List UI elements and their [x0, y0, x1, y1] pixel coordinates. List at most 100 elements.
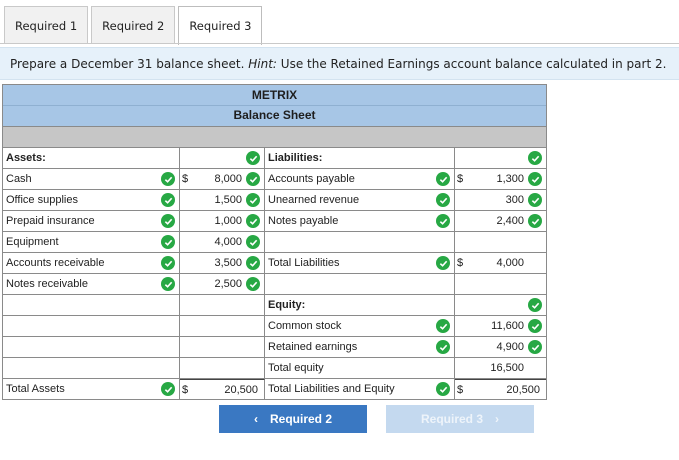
- asset-label[interactable]: Office supplies: [6, 194, 78, 206]
- equity-heading: Equity:: [265, 295, 455, 315]
- dollar-sign: $: [182, 383, 189, 396]
- table-row: Equipment 4,000: [3, 231, 546, 252]
- empty-cell[interactable]: [180, 316, 265, 336]
- check-icon: [246, 172, 260, 186]
- empty-cell[interactable]: [180, 295, 265, 315]
- next-button-label: Required 3: [420, 412, 483, 426]
- check-icon: [161, 172, 175, 186]
- equity-value[interactable]: 4,900: [496, 341, 524, 353]
- empty-cell[interactable]: [265, 274, 455, 294]
- check-icon: [246, 151, 260, 165]
- table-row: Cash $ 8,000 Accounts payable $ 1,300: [3, 168, 546, 189]
- dollar-sign: $: [457, 173, 464, 185]
- check-icon: [161, 277, 175, 291]
- hint-text: Use the Retained Earnings account balanc…: [280, 57, 667, 71]
- equity-label[interactable]: Common stock: [268, 320, 342, 332]
- table-row: Common stock 11,600: [3, 315, 546, 336]
- table-row: Accounts receivable 3,500 Total Liabilit…: [3, 252, 546, 273]
- asset-label[interactable]: Prepaid insurance: [6, 215, 95, 227]
- equity-value[interactable]: 11,600: [491, 320, 524, 332]
- check-icon: [528, 340, 542, 354]
- check-icon: [528, 172, 542, 186]
- check-icon: [528, 193, 542, 207]
- empty-cell[interactable]: [455, 232, 546, 252]
- table-row: Notes receivable 2,500: [3, 273, 546, 294]
- table-row: Equity:: [3, 294, 546, 315]
- instruction-text: Prepare a December 31 balance sheet.: [10, 57, 245, 71]
- table-row: Total Assets $ 20,500 Total Liabilities …: [3, 378, 546, 399]
- check-icon: [161, 256, 175, 270]
- liability-value[interactable]: 300: [505, 194, 524, 206]
- instruction-banner: Prepare a December 31 balance sheet. Hin…: [0, 47, 679, 80]
- empty-cell[interactable]: [455, 274, 546, 294]
- table-row: Assets: Liabilities:: [3, 147, 546, 168]
- asset-label[interactable]: Equipment: [6, 236, 59, 248]
- check-icon: [436, 172, 450, 186]
- check-icon: [436, 256, 450, 270]
- total-assets-value: 20,500: [224, 383, 258, 396]
- empty-cell[interactable]: [180, 337, 265, 357]
- total-liabilities-value[interactable]: 4,000: [496, 257, 524, 269]
- equity-label[interactable]: Retained earnings: [268, 341, 358, 353]
- check-icon: [436, 214, 450, 228]
- header-band: [3, 126, 546, 147]
- asset-value[interactable]: 2,500: [214, 278, 242, 290]
- asset-value[interactable]: 1,500: [214, 194, 242, 206]
- check-icon: [161, 235, 175, 249]
- liability-label[interactable]: Unearned revenue: [268, 194, 360, 206]
- empty-cell[interactable]: [265, 232, 455, 252]
- asset-value[interactable]: 3,500: [214, 257, 242, 269]
- table-row: Retained earnings 4,900: [3, 336, 546, 357]
- total-equity-value[interactable]: 16,500: [490, 362, 524, 374]
- check-icon: [528, 319, 542, 333]
- check-icon: [436, 193, 450, 207]
- balance-sheet-table: METRIX Balance Sheet Assets: Liabilities…: [2, 84, 547, 400]
- table-row: Prepaid insurance 1,000 Notes payable 2,…: [3, 210, 546, 231]
- asset-label[interactable]: Accounts receivable: [6, 257, 105, 269]
- check-icon: [436, 382, 450, 396]
- check-icon: [436, 340, 450, 354]
- dollar-sign: $: [457, 383, 464, 396]
- tab-required-2[interactable]: Required 2: [91, 6, 176, 44]
- liability-value[interactable]: 2,400: [496, 215, 524, 227]
- chevron-left-icon: ‹: [253, 412, 258, 426]
- company-name: METRIX: [3, 85, 546, 106]
- liability-label[interactable]: Notes payable: [268, 215, 339, 227]
- asset-label[interactable]: Notes receivable: [6, 278, 88, 290]
- next-button[interactable]: Required 3 ›: [386, 405, 534, 433]
- assets-heading: Assets:: [3, 148, 180, 168]
- check-icon: [528, 214, 542, 228]
- sheet-title: Balance Sheet: [3, 106, 546, 126]
- asset-value[interactable]: 4,000: [214, 236, 242, 248]
- total-equity-label[interactable]: Total equity: [268, 362, 324, 374]
- tab-bar: Required 1 Required 2 Required 3: [4, 6, 265, 45]
- liability-label[interactable]: Accounts payable: [268, 173, 355, 185]
- check-icon: [161, 382, 175, 396]
- check-icon: [246, 277, 260, 291]
- asset-label[interactable]: Cash: [6, 173, 32, 185]
- total-liabilities-equity-value: 20,500: [506, 383, 540, 396]
- table-row: Total equity 16,500: [3, 357, 546, 378]
- hint-label: Hint:: [248, 57, 277, 71]
- empty-cell[interactable]: [3, 337, 180, 357]
- check-icon: [528, 151, 542, 165]
- empty-cell[interactable]: [3, 295, 180, 315]
- table-row: Office supplies 1,500 Unearned revenue 3…: [3, 189, 546, 210]
- check-icon: [161, 193, 175, 207]
- empty-cell[interactable]: [3, 358, 180, 378]
- liability-value[interactable]: 1,300: [496, 173, 524, 185]
- check-icon: [246, 256, 260, 270]
- check-icon: [528, 298, 542, 312]
- tab-required-3[interactable]: Required 3: [178, 6, 263, 45]
- tab-required-1[interactable]: Required 1: [4, 6, 89, 44]
- chevron-right-icon: ›: [495, 412, 499, 426]
- dollar-sign: $: [182, 173, 189, 185]
- tab-divider: [0, 43, 679, 44]
- dollar-sign: $: [457, 257, 464, 269]
- empty-cell[interactable]: [180, 358, 265, 378]
- asset-value[interactable]: 8,000: [214, 173, 242, 185]
- asset-value[interactable]: 1,000: [214, 215, 242, 227]
- previous-button[interactable]: ‹ Required 2: [219, 405, 367, 433]
- total-liabilities-label[interactable]: Total Liabilities: [268, 257, 340, 269]
- empty-cell[interactable]: [3, 316, 180, 336]
